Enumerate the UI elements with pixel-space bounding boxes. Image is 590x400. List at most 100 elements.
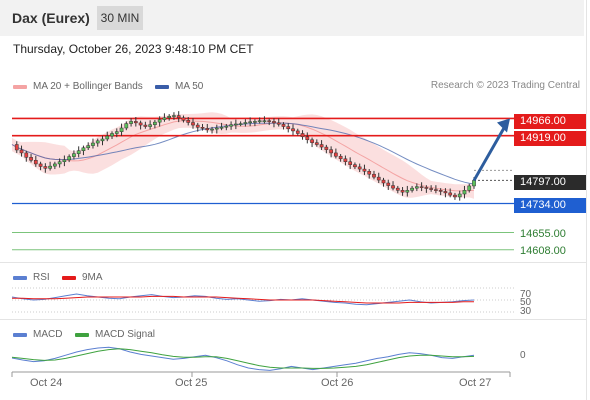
candle-body bbox=[195, 124, 200, 128]
candle-body bbox=[100, 138, 105, 142]
candle-body bbox=[267, 120, 272, 122]
candle-body bbox=[262, 120, 267, 122]
rsi-label-70: 70 bbox=[520, 289, 532, 300]
candle-body bbox=[305, 136, 310, 140]
candle-body bbox=[243, 122, 248, 124]
legend-ma20-label: MA 20 + Bollinger Bands bbox=[33, 81, 143, 92]
x-tick-oct25: Oct 25 bbox=[175, 377, 208, 389]
candle-body bbox=[200, 127, 205, 129]
candle-body bbox=[443, 191, 448, 194]
candle-body bbox=[434, 189, 438, 191]
candle-body bbox=[234, 123, 238, 126]
candle-body bbox=[381, 179, 386, 184]
candle-body bbox=[310, 139, 314, 143]
candle-body bbox=[314, 142, 319, 145]
candle-body bbox=[33, 160, 38, 165]
candle-body bbox=[143, 124, 148, 127]
candle-body bbox=[119, 127, 124, 132]
legend-ma50: MA 50 bbox=[155, 81, 203, 92]
price-label-r2: 14966.00 bbox=[514, 114, 586, 129]
price-label-t2-text: 14608.00 bbox=[520, 245, 566, 257]
price-label-last-text: 14797.00 bbox=[520, 176, 566, 188]
candle-body bbox=[38, 163, 43, 167]
candle-body bbox=[14, 144, 19, 151]
candle-body bbox=[191, 122, 195, 126]
candle-body bbox=[138, 122, 143, 126]
candle-body bbox=[272, 121, 276, 124]
candle-body bbox=[338, 155, 343, 160]
candle-body bbox=[167, 116, 172, 118]
candle-body bbox=[181, 117, 186, 121]
candle-body bbox=[129, 121, 133, 124]
candle-body bbox=[291, 128, 295, 132]
candle-body bbox=[414, 186, 419, 189]
candle-body bbox=[438, 190, 443, 192]
candle-body bbox=[295, 130, 300, 134]
candle-body bbox=[357, 166, 362, 170]
ma50-swatch bbox=[155, 84, 169, 89]
candle-body bbox=[19, 149, 24, 154]
x-tick-oct24: Oct 24 bbox=[30, 377, 63, 389]
candle-body bbox=[257, 120, 262, 122]
legend-rsi-ma: 9MA bbox=[62, 272, 103, 283]
candle-body bbox=[391, 185, 395, 189]
price-label-s1: 14734.00 bbox=[514, 198, 586, 213]
candle-body bbox=[86, 145, 91, 149]
price-label-last: 14797.00 bbox=[514, 175, 586, 190]
rsi-ma-line bbox=[12, 295, 474, 304]
candle-body bbox=[76, 150, 81, 154]
candle-body bbox=[467, 185, 472, 191]
price-label-r1-text: 14919.00 bbox=[520, 132, 566, 144]
candle-body bbox=[229, 124, 233, 127]
candle-body bbox=[376, 176, 381, 181]
candle-body bbox=[276, 122, 281, 125]
legend-ma50-label: MA 50 bbox=[175, 81, 204, 92]
legend-macd-signal: MACD Signal bbox=[75, 329, 155, 340]
legend-ma20: MA 20 + Bollinger Bands bbox=[13, 81, 143, 92]
price-label-r2-text: 14966.00 bbox=[520, 115, 566, 127]
macd-line bbox=[11, 346, 475, 371]
instrument-title: Dax (Eurex) bbox=[12, 10, 90, 26]
candle-body bbox=[429, 188, 433, 190]
rsi-label-30: 30 bbox=[520, 306, 532, 317]
candle-body bbox=[214, 127, 219, 130]
right-border bbox=[586, 0, 587, 400]
bollinger-band bbox=[12, 112, 474, 199]
separator-rsi-macd bbox=[0, 319, 586, 320]
rsi-line bbox=[11, 293, 475, 306]
candle-body bbox=[219, 127, 224, 129]
candle-body bbox=[324, 146, 329, 150]
x-tick-oct27: Oct 27 bbox=[459, 377, 492, 389]
candle-body bbox=[157, 119, 162, 123]
candle-body bbox=[153, 121, 157, 125]
candle-body bbox=[462, 190, 467, 195]
candle-body bbox=[105, 135, 110, 140]
price-label-t1: 14655.00 bbox=[514, 227, 586, 242]
candle-body bbox=[57, 161, 62, 165]
candle-body bbox=[148, 124, 152, 127]
candle-body bbox=[53, 163, 57, 167]
price-label-r1: 14919.00 bbox=[514, 131, 586, 146]
candle-body bbox=[253, 121, 257, 123]
timeframe-button[interactable]: 30 MIN bbox=[97, 6, 143, 30]
candle-body bbox=[319, 144, 324, 148]
candle-body bbox=[62, 159, 67, 162]
legend-rsi-label: RSI bbox=[33, 272, 50, 283]
macd-signal-swatch bbox=[75, 332, 89, 337]
macd-label-zero: 0 bbox=[520, 350, 526, 361]
candle-body bbox=[91, 142, 95, 146]
legend-rsi: RSI bbox=[13, 272, 50, 283]
legend-rsi-ma-label: 9MA bbox=[82, 272, 103, 283]
candle-body bbox=[343, 158, 348, 162]
candle-body bbox=[162, 117, 167, 120]
candle-body bbox=[372, 173, 376, 178]
candle-body bbox=[329, 149, 333, 154]
candle-body bbox=[67, 156, 72, 161]
candle-body bbox=[410, 187, 414, 191]
candle-body bbox=[395, 187, 400, 191]
rsi-swatch bbox=[13, 275, 27, 280]
candle-body bbox=[248, 121, 252, 124]
chart-datetime: Thursday, October 26, 2023 9:48:10 PM CE… bbox=[13, 42, 254, 56]
candle-body bbox=[300, 133, 305, 138]
